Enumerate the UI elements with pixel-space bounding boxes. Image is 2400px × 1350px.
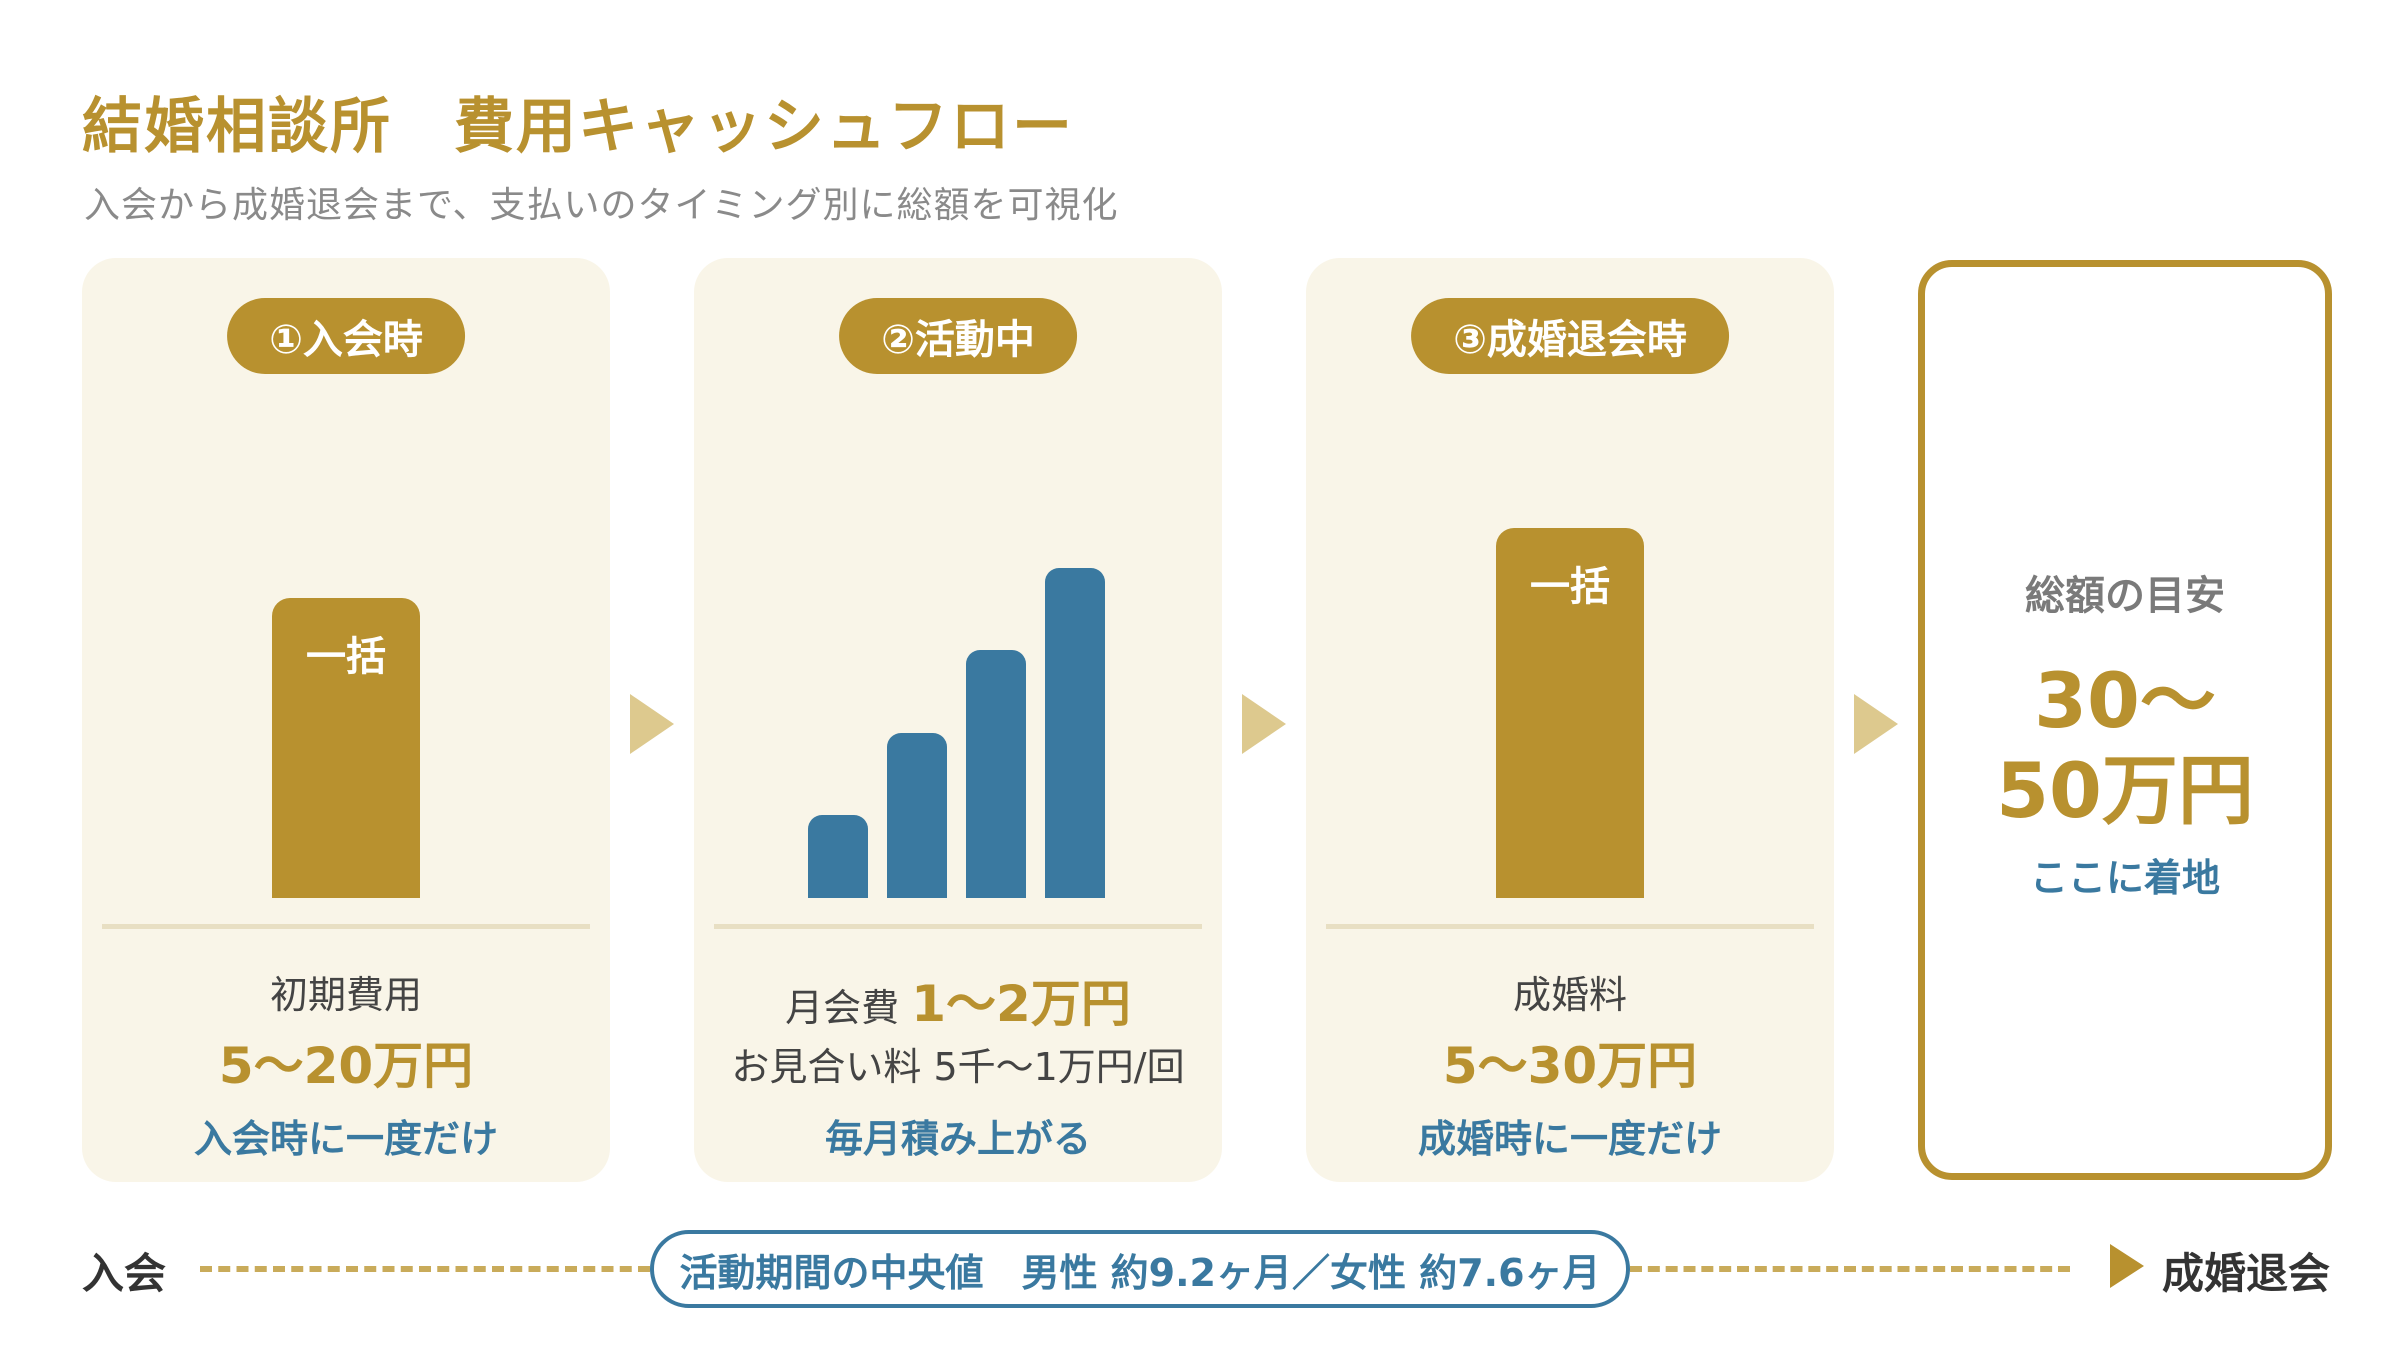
stage-badge: ②活動中 bbox=[839, 298, 1077, 374]
lump-sum-bar: 一括 bbox=[272, 598, 420, 898]
flow-arrow-icon bbox=[1242, 694, 1286, 754]
timeline-start-label: 入会 bbox=[82, 1249, 167, 1298]
monthly-bar bbox=[808, 815, 868, 898]
monthly-bar bbox=[887, 733, 947, 898]
cost-label: 成婚料 bbox=[1512, 973, 1627, 1017]
timeline-end-label: 成婚退会 bbox=[2162, 1249, 2331, 1298]
page-title: 結婚相談所 費用キャッシュフロー bbox=[82, 92, 1074, 162]
card-divider bbox=[102, 924, 590, 929]
card-divider bbox=[714, 924, 1202, 929]
monthly-fee-amount: 1〜2万円 bbox=[911, 975, 1131, 1033]
cost-label: 初期費用 bbox=[269, 973, 422, 1017]
monthly-fee-row: 月会費 1〜2万円 bbox=[694, 964, 1222, 1036]
meeting-fee-label: お見合い料 5千〜1万円/回 bbox=[731, 1045, 1185, 1089]
lump-sum-bar: 一括 bbox=[1496, 528, 1644, 898]
total-amount-line2: 50万円 bbox=[1996, 746, 2254, 835]
cost-note: 毎月積み上がる bbox=[824, 1117, 1091, 1161]
flow-arrow-icon bbox=[630, 694, 674, 754]
cost-amount: 5〜20万円 bbox=[218, 1037, 474, 1095]
cost-note: 成婚時に一度だけ bbox=[1417, 1117, 1722, 1161]
total-amount-line1: 30〜 bbox=[2034, 656, 2216, 745]
flow-arrow-icon bbox=[1854, 694, 1898, 754]
activity-period-pill: 活動期間の中央値 男性 約9.2ヶ月／女性 約7.6ヶ月 bbox=[650, 1230, 1630, 1308]
card-divider bbox=[1326, 924, 1814, 929]
monthly-bar bbox=[966, 650, 1026, 898]
timeline-dash-right bbox=[1630, 1266, 2070, 1272]
cost-note: 入会時に一度だけ bbox=[193, 1117, 498, 1161]
timeline-dash-left bbox=[200, 1266, 650, 1272]
stage-card-entry: ①入会時 一括 初期費用 5〜20万円 入会時に一度だけ bbox=[82, 258, 610, 1182]
timeline-arrow-icon bbox=[2110, 1244, 2144, 1288]
monthly-bar bbox=[1045, 568, 1105, 898]
total-label: 総額の目安 bbox=[2025, 573, 2225, 619]
stage-badge: ③成婚退会時 bbox=[1411, 298, 1729, 374]
stage-badge: ①入会時 bbox=[227, 298, 465, 374]
page-subtitle: 入会から成婚退会まで、支払いのタイミング別に総額を可視化 bbox=[84, 185, 1119, 226]
total-note: ここに着地 bbox=[2029, 856, 2220, 900]
cost-amount: 5〜30万円 bbox=[1442, 1037, 1698, 1095]
total-estimate-card: 総額の目安 30〜 50万円 ここに着地 bbox=[1918, 260, 2332, 1180]
monthly-fee-label: 月会費 bbox=[785, 986, 900, 1030]
stage-card-exit: ③成婚退会時 一括 成婚料 5〜30万円 成婚時に一度だけ bbox=[1306, 258, 1834, 1182]
stage-card-active: ②活動中 月会費 1〜2万円 お見合い料 5千〜1万円/回 毎月積み上がる bbox=[694, 258, 1222, 1182]
